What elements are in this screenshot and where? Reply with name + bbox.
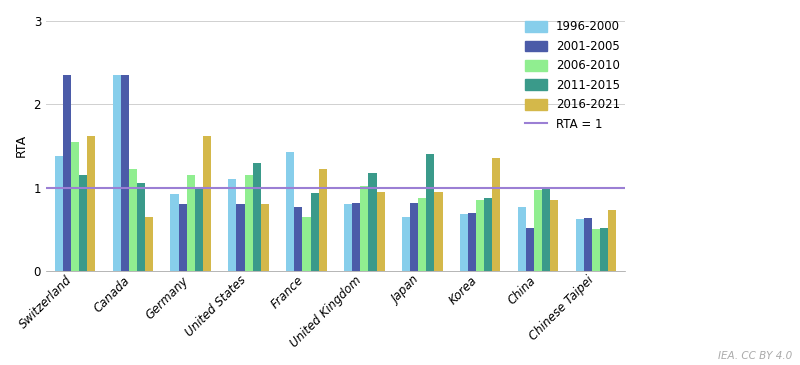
- Bar: [186, 175, 194, 271]
- Bar: [87, 136, 95, 271]
- Bar: [410, 203, 418, 271]
- Bar: [194, 188, 203, 271]
- Text: IEA. CC BY 4.0: IEA. CC BY 4.0: [718, 351, 792, 361]
- Bar: [369, 173, 377, 271]
- Bar: [294, 207, 302, 271]
- Bar: [261, 204, 269, 271]
- Bar: [203, 136, 211, 271]
- Bar: [79, 175, 87, 271]
- Bar: [318, 169, 326, 271]
- Bar: [402, 217, 410, 271]
- Bar: [286, 152, 294, 271]
- Bar: [576, 219, 584, 271]
- Bar: [62, 75, 71, 271]
- Legend: 1996-2000, 2001-2005, 2006-2010, 2011-2015, 2016-2021, RTA = 1: 1996-2000, 2001-2005, 2006-2010, 2011-20…: [521, 16, 625, 135]
- Bar: [434, 192, 442, 271]
- Bar: [460, 214, 468, 271]
- Bar: [228, 179, 237, 271]
- Bar: [178, 204, 186, 271]
- Bar: [426, 154, 434, 271]
- Bar: [468, 212, 476, 271]
- Bar: [550, 200, 558, 271]
- Bar: [54, 156, 62, 271]
- Bar: [302, 217, 310, 271]
- Bar: [170, 194, 178, 271]
- Bar: [492, 158, 501, 271]
- Bar: [121, 75, 129, 271]
- Y-axis label: RTA: RTA: [15, 134, 28, 157]
- Bar: [237, 204, 245, 271]
- Bar: [113, 75, 121, 271]
- Bar: [245, 175, 253, 271]
- Bar: [253, 162, 261, 271]
- Bar: [600, 228, 608, 271]
- Bar: [310, 193, 318, 271]
- Bar: [344, 204, 352, 271]
- Bar: [484, 197, 492, 271]
- Bar: [542, 188, 550, 271]
- Bar: [377, 192, 385, 271]
- Bar: [534, 190, 542, 271]
- Bar: [584, 218, 592, 271]
- Bar: [145, 217, 153, 271]
- Bar: [71, 142, 79, 271]
- Bar: [592, 229, 600, 271]
- Bar: [518, 207, 526, 271]
- Bar: [418, 197, 426, 271]
- Bar: [137, 183, 145, 271]
- Bar: [526, 228, 534, 271]
- Bar: [360, 186, 369, 271]
- Bar: [608, 210, 616, 271]
- Bar: [129, 169, 137, 271]
- Bar: [476, 200, 484, 271]
- Bar: [352, 203, 360, 271]
